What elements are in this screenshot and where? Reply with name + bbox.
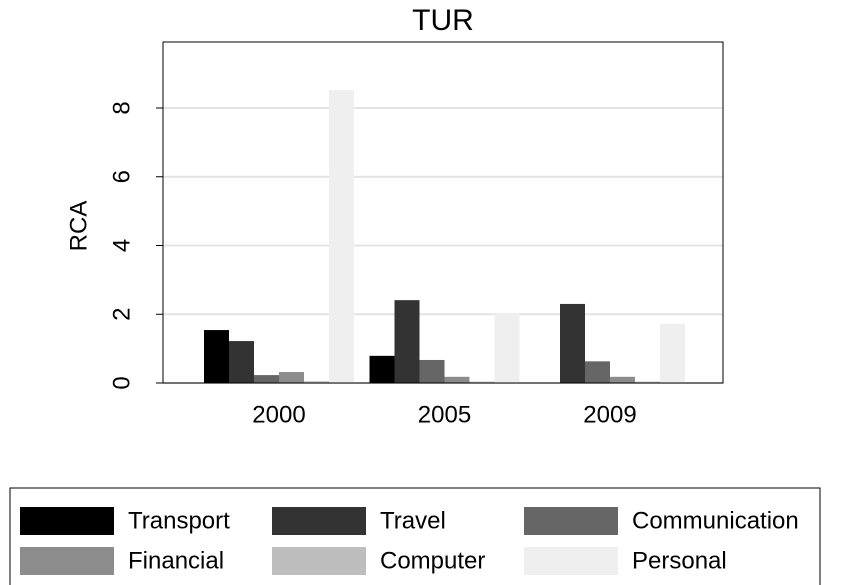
y-tick-label: 8 <box>108 101 135 114</box>
bar <box>279 372 304 383</box>
legend-label: Computer <box>380 547 485 574</box>
legend-swatch <box>20 507 114 535</box>
plot-frame <box>162 41 724 384</box>
bar <box>229 341 254 383</box>
chart-title: TUR <box>412 4 474 37</box>
bar <box>585 361 610 383</box>
y-tick-label: 6 <box>108 170 135 183</box>
legend-swatch <box>524 547 618 575</box>
bar <box>204 330 229 383</box>
legend-swatch <box>272 507 366 535</box>
legend-swatch <box>524 507 618 535</box>
legend-label: Personal <box>632 547 727 574</box>
legend-swatch <box>272 547 366 575</box>
y-tick-label: 2 <box>108 308 135 321</box>
legend-label: Financial <box>128 547 224 574</box>
bar <box>660 323 685 383</box>
bar <box>610 376 635 383</box>
bar <box>469 381 495 383</box>
y-tick-label: 4 <box>108 239 135 252</box>
x-tick-label: 2005 <box>418 401 471 428</box>
bar <box>419 359 445 383</box>
bar <box>304 381 329 383</box>
bar <box>254 375 279 383</box>
y-axis-label: RCA <box>65 201 92 252</box>
bar <box>369 355 395 383</box>
legend-label: Communication <box>632 507 799 534</box>
legend-label: Travel <box>380 507 446 534</box>
bar <box>635 381 660 383</box>
bar <box>560 303 585 383</box>
legend-box <box>9 487 821 585</box>
y-tick-label: 0 <box>108 376 135 389</box>
legend-swatch <box>20 547 114 575</box>
bar <box>329 90 354 383</box>
bar <box>494 312 520 383</box>
bar <box>394 300 420 383</box>
x-tick-label: 2000 <box>252 401 305 428</box>
legend-label: Transport <box>128 507 230 534</box>
bar <box>444 376 470 383</box>
x-tick-label: 2009 <box>583 401 636 428</box>
